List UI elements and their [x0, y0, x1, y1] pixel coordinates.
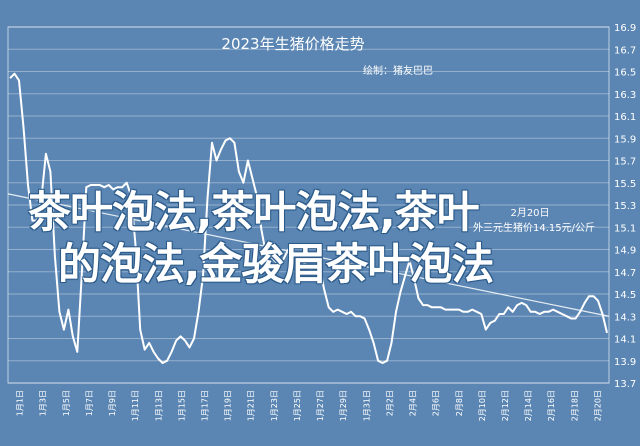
y-tick-label: 15.5: [614, 179, 636, 190]
x-axis: 1月1日 1月3日 1月5日 1月7日 1月9日 1月11日 1月13日 1月15日 1月17日…: [16, 390, 603, 421]
y-tick-label: 13.7: [614, 379, 636, 390]
x-tick-label: 1月23日: [270, 390, 279, 421]
x-tick-label: 1月21日: [247, 390, 256, 421]
x-tick-label: 2月20日: [593, 390, 602, 421]
y-tick-label: 16.3: [614, 90, 636, 101]
gridlines: [7, 26, 610, 384]
y-tick-label: 16.7: [614, 45, 636, 56]
y-tick-label: 15.7: [614, 157, 636, 168]
x-tick-label: 1月3日: [39, 390, 48, 416]
x-tick-label: 1月29日: [339, 390, 348, 421]
x-tick-label: 1月11日: [131, 390, 140, 421]
x-tick-label: 1月25日: [293, 390, 302, 421]
x-tick-label: 2月12日: [501, 390, 510, 421]
x-tick-label: 1月31日: [362, 390, 371, 421]
trend-line: [7, 193, 610, 317]
y-tick-label: 14.5: [614, 290, 636, 301]
x-tick-label: 2月6日: [432, 390, 441, 416]
x-tick-label: 1月7日: [85, 390, 94, 416]
y-tick-label: 14.7: [614, 268, 636, 279]
y-tick-label: 15.1: [614, 223, 636, 234]
x-tick-label: 1月5日: [62, 390, 71, 416]
x-tick-label: 2月16日: [547, 390, 556, 421]
series-group: [7, 72, 610, 364]
x-tick-label: 2月18日: [570, 390, 579, 421]
x-tick-label: 2月4日: [409, 390, 418, 416]
y-tick-label: 16.5: [614, 68, 636, 79]
price-line: [9, 72, 608, 364]
x-tick-label: 2月8日: [455, 390, 464, 416]
x-tick-label: 1月27日: [316, 390, 325, 421]
y-tick-label: 13.9: [614, 357, 636, 368]
annotation-date: 2月20日: [510, 207, 549, 219]
x-tick-label: 1月1日: [16, 390, 25, 416]
x-tick-label: 1月17日: [200, 390, 209, 421]
y-tick-label: 14.1: [614, 335, 636, 346]
x-tick-label: 2月14日: [524, 390, 533, 421]
chart-subtitle: 绘制：猪友巴巴: [363, 64, 433, 77]
x-tick-label: 2月10日: [478, 390, 487, 421]
x-tick-label: 1月13日: [154, 390, 163, 421]
x-tick-label: 2月2日: [385, 390, 394, 416]
y-axis: 16.9 16.7 16.5 16.3 16.1 15.9 15.7 15.5 15.3 15.1…: [614, 23, 636, 390]
x-tick-label: 1月19日: [224, 390, 233, 421]
y-tick-label: 16.1: [614, 112, 636, 123]
x-tick-label: 1月15日: [177, 390, 186, 421]
y-tick-label: 16.9: [614, 23, 636, 34]
y-tick-label: 15.9: [614, 134, 636, 145]
plot-frame: [7, 26, 610, 384]
chart-title: 2023年生猪价格走势: [221, 35, 364, 53]
x-tick-label: 1月9日: [108, 390, 117, 416]
annotation-price: 外三元生猪价14.15元/公斤: [473, 221, 595, 234]
y-tick-label: 14.9: [614, 246, 636, 257]
y-tick-label: 14.3: [614, 312, 636, 323]
y-tick-label: 15.3: [614, 201, 636, 212]
